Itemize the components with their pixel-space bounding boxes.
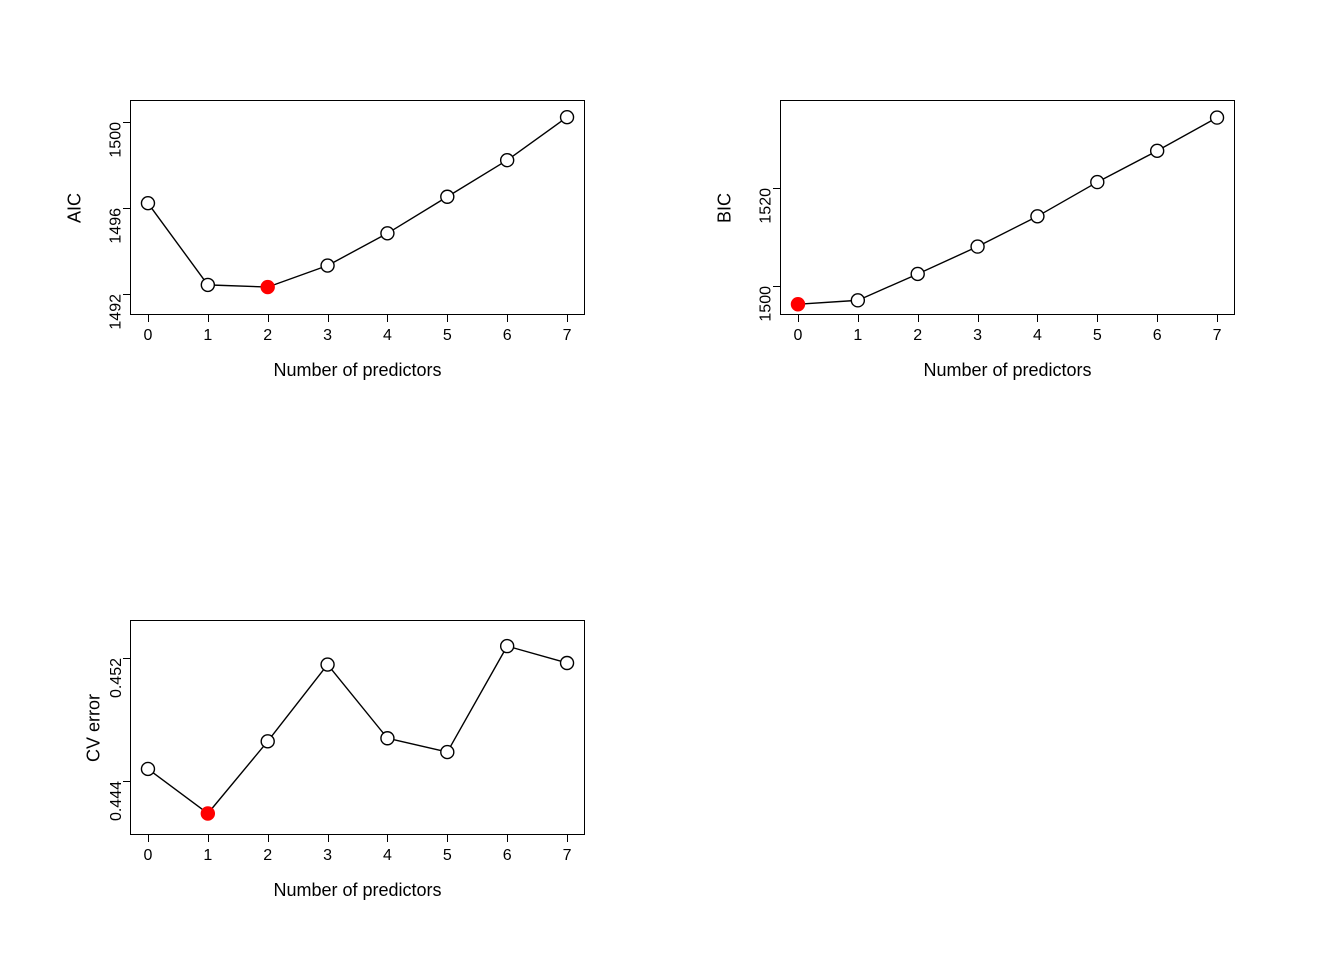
bic-marker — [971, 240, 984, 253]
aic-marker — [201, 278, 214, 291]
aic-x-tick — [447, 315, 448, 322]
cv-plot-svg — [130, 620, 585, 835]
cv-x-tick — [328, 835, 329, 842]
cv-x-axis-label: Number of predictors — [273, 880, 441, 901]
bic-marker — [851, 294, 864, 307]
bic-x-tick — [1217, 315, 1218, 322]
bic-marker — [1151, 144, 1164, 157]
bic-panel: 0123456715001520Number of predictorsBIC — [780, 100, 1235, 315]
bic-y-axis-label: BIC — [715, 192, 736, 222]
aic-x-tick — [208, 315, 209, 322]
bic-x-tick-label: 6 — [1153, 327, 1162, 345]
bic-marker — [911, 267, 924, 280]
cv-x-tick-label: 2 — [263, 847, 272, 865]
bic-x-tick — [918, 315, 919, 322]
aic-x-tick — [268, 315, 269, 322]
aic-x-tick-label: 4 — [383, 327, 392, 345]
bic-marker — [1211, 111, 1224, 124]
aic-plot-svg — [130, 100, 585, 315]
cv-marker — [501, 640, 514, 653]
cv-x-tick-label: 5 — [443, 847, 452, 865]
cv-x-tick-label: 4 — [383, 847, 392, 865]
bic-x-tick — [858, 315, 859, 322]
bic-x-tick — [1037, 315, 1038, 322]
aic-marker — [261, 281, 274, 294]
cv-x-tick — [208, 835, 209, 842]
aic-x-tick — [567, 315, 568, 322]
bic-x-tick — [1157, 315, 1158, 322]
cv-x-tick-label: 7 — [563, 847, 572, 865]
aic-x-axis-label: Number of predictors — [273, 360, 441, 381]
cv-x-tick — [268, 835, 269, 842]
bic-x-tick-label: 5 — [1093, 327, 1102, 345]
aic-x-tick-label: 1 — [203, 327, 212, 345]
aic-marker — [141, 197, 154, 210]
cv-x-tick-label: 1 — [203, 847, 212, 865]
bic-marker — [791, 298, 804, 311]
bic-line — [804, 121, 1211, 304]
aic-panel: 01234567149214961500Number of predictors… — [130, 100, 585, 315]
aic-marker — [561, 111, 574, 124]
cv-marker — [141, 762, 154, 775]
bic-x-tick-label: 4 — [1033, 327, 1042, 345]
cv-x-tick-label: 6 — [503, 847, 512, 865]
cv-marker — [441, 746, 454, 759]
bic-x-tick — [978, 315, 979, 322]
cv-y-axis-label: CV error — [84, 693, 105, 761]
bic-x-tick — [798, 315, 799, 322]
cv-x-tick — [507, 835, 508, 842]
aic-x-tick — [148, 315, 149, 322]
aic-x-tick-label: 5 — [443, 327, 452, 345]
bic-x-axis-label: Number of predictors — [923, 360, 1091, 381]
bic-marker — [1091, 176, 1104, 189]
cv-x-tick — [567, 835, 568, 842]
cv-marker — [261, 735, 274, 748]
cv-x-tick — [148, 835, 149, 842]
cv-panel: 012345670.4440.452Number of predictorsCV… — [130, 620, 585, 835]
aic-y-axis-label: AIC — [65, 192, 86, 222]
aic-marker — [381, 227, 394, 240]
aic-x-tick-label: 6 — [503, 327, 512, 345]
bic-x-tick-label: 1 — [853, 327, 862, 345]
cv-line — [153, 648, 561, 810]
bic-x-tick-label: 0 — [794, 327, 803, 345]
cv-x-tick — [447, 835, 448, 842]
cv-x-tick — [387, 835, 388, 842]
cv-x-tick-label: 3 — [323, 847, 332, 865]
figure: 01234567149214961500Number of predictors… — [0, 0, 1344, 960]
bic-marker — [1031, 210, 1044, 223]
aic-x-tick — [507, 315, 508, 322]
cv-x-tick-label: 0 — [144, 847, 153, 865]
bic-x-tick-label: 2 — [913, 327, 922, 345]
aic-x-tick — [328, 315, 329, 322]
aic-x-tick-label: 0 — [144, 327, 153, 345]
cv-marker — [201, 807, 214, 820]
bic-x-tick-label: 3 — [973, 327, 982, 345]
cv-marker — [381, 732, 394, 745]
aic-marker — [501, 154, 514, 167]
cv-marker — [561, 657, 574, 670]
aic-x-tick-label: 3 — [323, 327, 332, 345]
bic-x-tick — [1097, 315, 1098, 322]
cv-marker — [321, 658, 334, 671]
aic-x-tick — [387, 315, 388, 322]
bic-plot-svg — [780, 100, 1235, 315]
aic-x-tick-label: 2 — [263, 327, 272, 345]
aic-marker — [441, 190, 454, 203]
bic-x-tick-label: 7 — [1213, 327, 1222, 345]
aic-x-tick-label: 7 — [563, 327, 572, 345]
aic-line — [152, 121, 562, 287]
aic-marker — [321, 259, 334, 272]
